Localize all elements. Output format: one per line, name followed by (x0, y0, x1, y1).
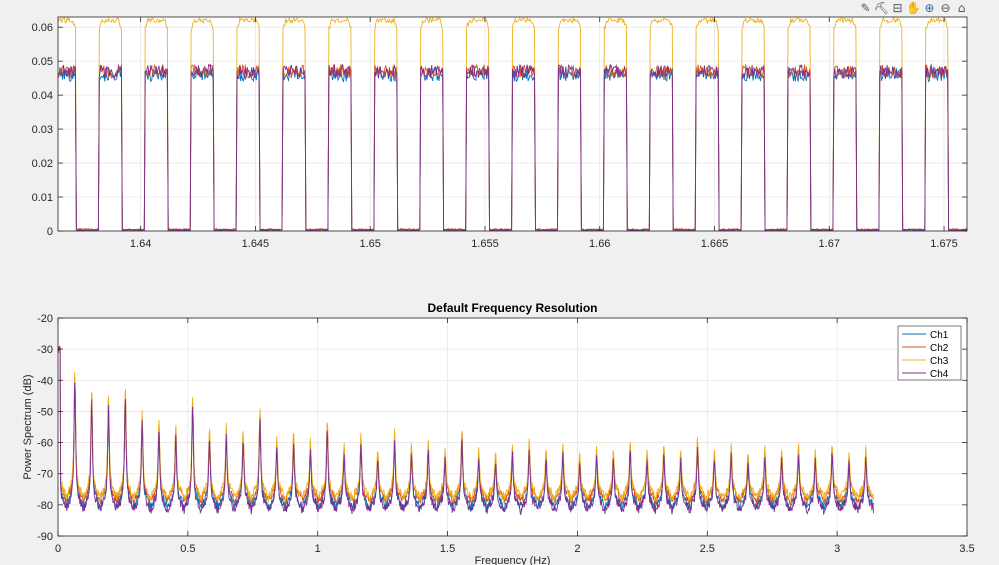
legend-entry: Ch4 (930, 369, 949, 380)
data-tips-icon[interactable]: ✎ (860, 0, 871, 15)
chart-title: Default Frequency Resolution (427, 301, 597, 315)
x-tick-label: 2 (574, 543, 580, 555)
y-tick-label: -70 (37, 469, 53, 481)
x-tick-label: 1 (315, 543, 321, 555)
y-tick-label: 0.06 (32, 22, 53, 34)
y-axis-label: Power Spectrum (dB) (22, 374, 34, 479)
axes-box (57, 16, 968, 232)
x-tick-label: 3.5 (959, 543, 974, 555)
legend-box (897, 325, 962, 381)
home-icon[interactable]: ⌂ (957, 0, 966, 15)
tick-marks: 1.64 1.645 1.65 1.655 1.66 1.665 1.67 1.675 0 0.0… (32, 17, 967, 250)
x-tick-label: 1.64 (130, 238, 151, 250)
tick-marks: 0 0.5 1 1.5 2 2.5 3 3.5 -90 -80 -70 -60 -50 -40 -30 -20 (37, 313, 975, 555)
x-tick-label: 1.67 (819, 238, 840, 250)
legend[interactable]: Ch1 Ch2 Ch3 Ch4 (897, 325, 962, 381)
x-tick-label: 1.65 (359, 238, 380, 250)
x-tick-label: 0 (55, 543, 61, 555)
y-tick-label: -90 (37, 531, 53, 543)
x-tick-label: 1.675 (930, 238, 958, 250)
y-tick-label: -50 (37, 406, 53, 418)
y-tick-label: -40 (37, 375, 53, 387)
x-axis-label: Frequency (Hz) (475, 555, 551, 565)
x-tick-label: 1.665 (701, 238, 729, 250)
x-tick-label: 3 (834, 543, 840, 555)
y-tick-label: 0.01 (32, 192, 53, 204)
y-tick-label: 0.03 (32, 124, 53, 136)
plot-lines (57, 345, 874, 516)
y-tick-label: 0.02 (32, 158, 53, 170)
y-tick-label: -20 (37, 313, 53, 325)
y-tick-label: 0.05 (32, 56, 53, 68)
spectrum-axes[interactable]: Default Frequency Resolution 0 0.5 1 1.5 2 2.… (22, 301, 975, 565)
x-tick-label: 1.645 (242, 238, 270, 250)
legend-entry: Ch2 (930, 343, 949, 354)
legend-entry: Ch3 (930, 356, 949, 367)
x-tick-label: 1.5 (440, 543, 455, 555)
zoom-out-icon[interactable]: ⊖ (940, 0, 951, 15)
y-tick-label: 0 (47, 226, 53, 238)
x-tick-label: 2.5 (700, 543, 715, 555)
series-line-ch4 (57, 345, 874, 516)
x-tick-label: 1.66 (589, 238, 610, 250)
pan-icon[interactable]: ✋ (906, 0, 921, 15)
brush-icon[interactable]: ⛏ (873, 0, 890, 15)
zoom-in-icon[interactable]: ⊕ (924, 0, 935, 15)
export-icon[interactable]: ⊟ (892, 0, 903, 15)
series-line-ch4 (57, 63, 968, 232)
series-line-ch3 (57, 16, 968, 232)
x-tick-label: 0.5 (180, 543, 195, 555)
y-tick-label: -30 (37, 344, 53, 356)
x-tick-label: 1.655 (471, 238, 499, 250)
y-tick-label: -80 (37, 500, 53, 512)
y-tick-label: 0.04 (32, 90, 53, 102)
axes-box (57, 317, 968, 537)
legend-entry: Ch1 (930, 330, 949, 341)
plot-lines (57, 16, 968, 232)
axes-background (58, 318, 967, 536)
axes-toolbar: ✎ ⛏ ⊟ ✋ ⊕ ⊖ ⌂ (858, 0, 969, 16)
time-domain-axes[interactable]: 1.64 1.645 1.65 1.655 1.66 1.665 1.67 1.675 0 0.0… (32, 16, 968, 250)
y-tick-label: -60 (37, 438, 53, 450)
